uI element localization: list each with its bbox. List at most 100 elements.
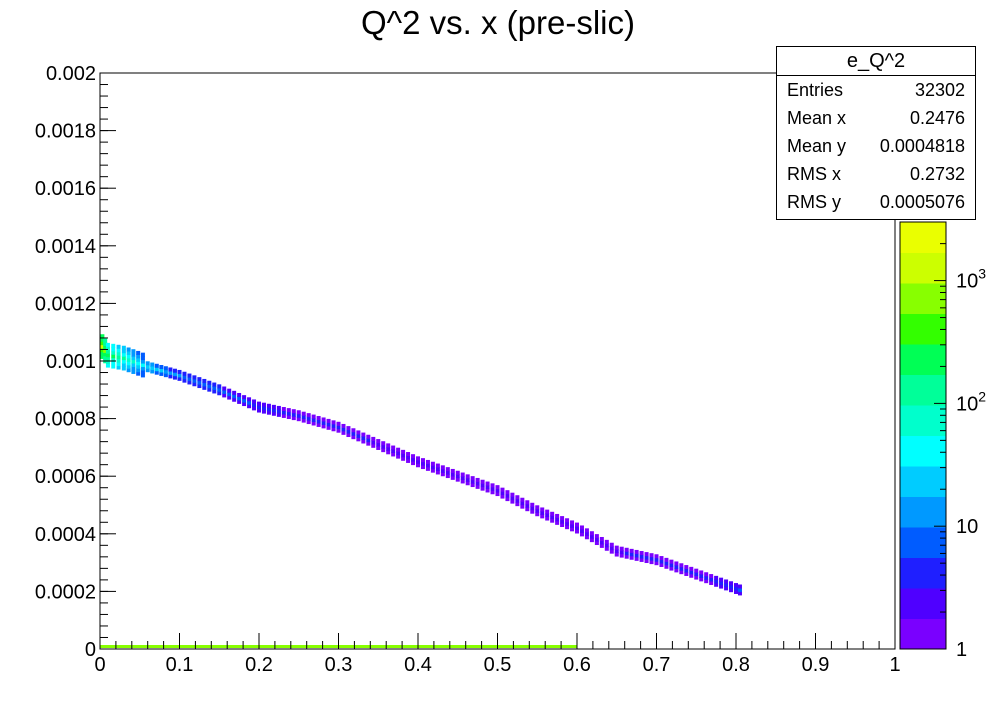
data-cell bbox=[416, 463, 420, 468]
data-cell bbox=[131, 366, 136, 371]
data-cell bbox=[614, 545, 619, 550]
data-cell bbox=[604, 546, 609, 551]
data-cell bbox=[570, 523, 575, 528]
data-cell bbox=[242, 395, 247, 400]
data-cell bbox=[470, 479, 475, 484]
data-cell bbox=[629, 552, 634, 557]
data-cell bbox=[366, 438, 371, 443]
data-cell bbox=[371, 436, 376, 441]
data-cell bbox=[684, 565, 689, 570]
data-cell bbox=[699, 577, 704, 582]
data-cell bbox=[222, 386, 227, 391]
data-cell bbox=[100, 334, 105, 339]
data-cell bbox=[121, 366, 126, 371]
data-cell bbox=[737, 591, 742, 596]
data-cell bbox=[530, 502, 535, 507]
data-cell bbox=[140, 363, 145, 368]
stats-label: Mean x bbox=[787, 107, 847, 128]
data-cell bbox=[485, 481, 490, 486]
data-cell bbox=[470, 483, 475, 488]
data-cell bbox=[207, 387, 212, 392]
data-cell bbox=[182, 378, 187, 383]
data-cell bbox=[679, 566, 684, 571]
data-cell bbox=[111, 357, 116, 362]
data-cell bbox=[286, 415, 291, 420]
data-cell bbox=[737, 587, 742, 592]
data-cell bbox=[266, 407, 271, 412]
data-cell bbox=[664, 564, 669, 569]
data-cell bbox=[455, 477, 460, 482]
data-cell bbox=[150, 365, 155, 370]
data-cell bbox=[734, 586, 738, 591]
data-cell bbox=[207, 384, 212, 389]
color-scale-step bbox=[900, 496, 946, 528]
data-cell bbox=[737, 584, 742, 589]
data-cell bbox=[336, 421, 341, 426]
data-cell bbox=[212, 386, 217, 390]
data-cell bbox=[316, 416, 321, 421]
data-cell bbox=[515, 498, 520, 503]
data-cell bbox=[291, 416, 296, 421]
color-scale-step bbox=[900, 618, 946, 650]
stats-value: 32302 bbox=[914, 79, 965, 100]
data-cell bbox=[202, 385, 207, 390]
data-cell bbox=[301, 418, 306, 423]
data-cell bbox=[116, 348, 121, 353]
data-cell bbox=[584, 531, 589, 536]
data-cell bbox=[525, 507, 530, 512]
data-cell bbox=[460, 479, 465, 484]
data-cell bbox=[550, 518, 555, 523]
data-cell bbox=[257, 405, 261, 410]
data-cell bbox=[257, 408, 261, 413]
data-cell bbox=[197, 377, 202, 382]
data-cell bbox=[505, 493, 510, 498]
data-cell bbox=[212, 382, 217, 387]
data-cell bbox=[131, 349, 136, 354]
data-cell bbox=[386, 450, 391, 455]
data-cell bbox=[659, 562, 664, 567]
data-cell bbox=[116, 358, 121, 363]
data-cell bbox=[525, 503, 530, 508]
data-cell bbox=[103, 355, 108, 360]
data-cell bbox=[331, 423, 336, 428]
data-cell bbox=[450, 475, 455, 480]
data-cell bbox=[480, 486, 485, 491]
data-cell bbox=[121, 356, 126, 361]
color-scale-step bbox=[900, 435, 946, 467]
data-cell bbox=[475, 477, 480, 482]
data-cell bbox=[689, 566, 694, 571]
color-scale-step bbox=[900, 588, 946, 619]
data-cell bbox=[545, 509, 550, 514]
data-cell bbox=[540, 510, 545, 515]
data-cell bbox=[296, 413, 301, 418]
data-cell bbox=[361, 439, 366, 444]
x-tick-label: 0.1 bbox=[166, 654, 194, 676]
data-cell bbox=[430, 468, 435, 473]
data-cell bbox=[699, 573, 704, 578]
data-cell bbox=[416, 456, 420, 461]
data-cell bbox=[411, 457, 416, 462]
data-cell bbox=[619, 546, 624, 551]
z-tick-label: 102 bbox=[956, 388, 986, 415]
data-cell bbox=[575, 522, 579, 527]
data-cell bbox=[381, 448, 386, 453]
data-cell bbox=[500, 494, 505, 499]
data-cell bbox=[131, 359, 136, 364]
x-tick-label: 0.6 bbox=[563, 654, 591, 676]
data-cell bbox=[416, 459, 420, 464]
data-cell bbox=[560, 516, 565, 521]
data-cell bbox=[217, 391, 222, 396]
data-cell bbox=[455, 474, 460, 479]
data-cell bbox=[131, 352, 136, 357]
data-cell bbox=[654, 561, 659, 566]
data-cell bbox=[729, 584, 734, 589]
data-cell bbox=[105, 360, 110, 365]
data-cell bbox=[475, 484, 480, 489]
data-cell bbox=[182, 375, 187, 380]
data-cell bbox=[346, 433, 351, 438]
data-cell bbox=[465, 474, 470, 479]
data-cell bbox=[480, 479, 485, 484]
data-cell bbox=[217, 387, 222, 392]
data-cell bbox=[306, 413, 311, 418]
data-cell bbox=[187, 373, 192, 378]
